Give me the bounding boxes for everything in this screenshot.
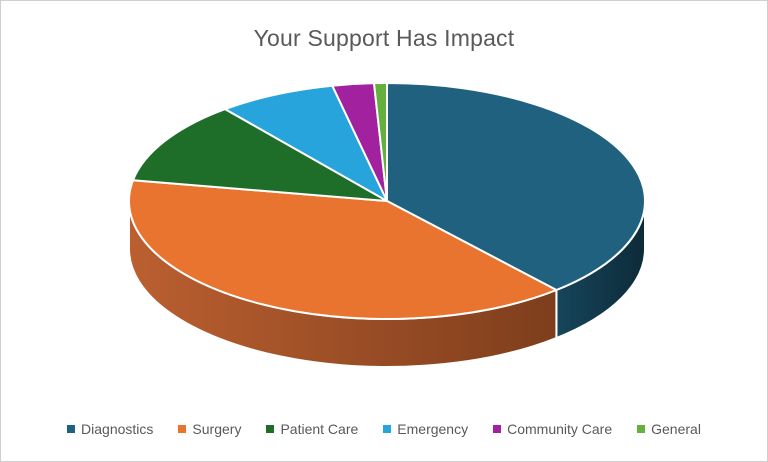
pie-slice-emergency (224, 84, 388, 202)
legend-swatch-diagnostics (67, 425, 76, 433)
legend-item-general: General (637, 421, 701, 437)
legend-swatch-community-care (493, 425, 502, 433)
legend-label: General (651, 421, 701, 437)
legend-item-surgery: Surgery (178, 421, 241, 437)
legend-swatch-surgery (178, 425, 187, 433)
legend: Diagnostics Surgery Patient Care Emergency C… (1, 421, 767, 437)
legend-label: Community Care (507, 421, 613, 437)
legend-item-patient-care: Patient Care (266, 421, 358, 437)
pie-slice-diagnostics (386, 82, 646, 291)
legend-item-community-care: Community Care (493, 421, 612, 437)
chart-title: Your Support Has Impact (253, 25, 515, 51)
legend-item-emergency: Emergency (383, 421, 468, 437)
legend-swatch-emergency (383, 425, 392, 433)
legend-label: Surgery (192, 421, 242, 437)
legend-label: Emergency (397, 421, 469, 437)
legend-item-diagnostics: Diagnostics (67, 421, 153, 437)
legend-label: Patient Care (280, 421, 359, 437)
pie-slice-patient-care (132, 108, 388, 202)
legend-swatch-patient-care (266, 425, 275, 433)
legend-swatch-general (637, 425, 646, 433)
pie-slice-surgery (128, 179, 558, 320)
pie-top-slices (128, 81, 646, 320)
legend-label: Diagnostics (81, 421, 154, 437)
pie-slice-general (373, 81, 388, 202)
